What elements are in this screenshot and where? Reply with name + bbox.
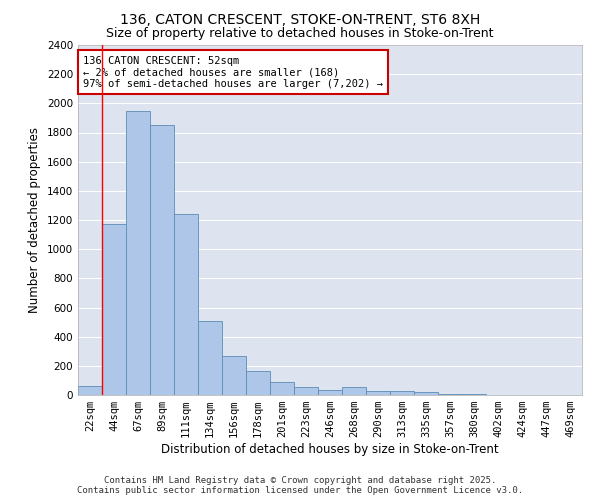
- Bar: [78, 386, 102, 395]
- Bar: [198, 320, 222, 395]
- Bar: [342, 387, 366, 395]
- Bar: [270, 382, 294, 395]
- Text: 136 CATON CRESCENT: 52sqm
← 2% of detached houses are smaller (168)
97% of semi-: 136 CATON CRESCENT: 52sqm ← 2% of detach…: [83, 56, 383, 88]
- Bar: [438, 394, 462, 395]
- Bar: [462, 394, 486, 395]
- Text: 136, CATON CRESCENT, STOKE-ON-TRENT, ST6 8XH: 136, CATON CRESCENT, STOKE-ON-TRENT, ST6…: [120, 12, 480, 26]
- Y-axis label: Number of detached properties: Number of detached properties: [28, 127, 41, 313]
- Bar: [414, 392, 438, 395]
- Bar: [126, 110, 150, 395]
- Bar: [174, 214, 198, 395]
- Text: Contains HM Land Registry data © Crown copyright and database right 2025.
Contai: Contains HM Land Registry data © Crown c…: [77, 476, 523, 495]
- Text: Size of property relative to detached houses in Stoke-on-Trent: Size of property relative to detached ho…: [106, 28, 494, 40]
- X-axis label: Distribution of detached houses by size in Stoke-on-Trent: Distribution of detached houses by size …: [161, 443, 499, 456]
- Bar: [366, 390, 390, 395]
- Bar: [102, 224, 126, 395]
- Bar: [150, 125, 174, 395]
- Bar: [318, 390, 342, 395]
- Bar: [222, 356, 246, 395]
- Bar: [390, 390, 414, 395]
- Bar: [246, 371, 270, 395]
- Bar: [294, 387, 318, 395]
